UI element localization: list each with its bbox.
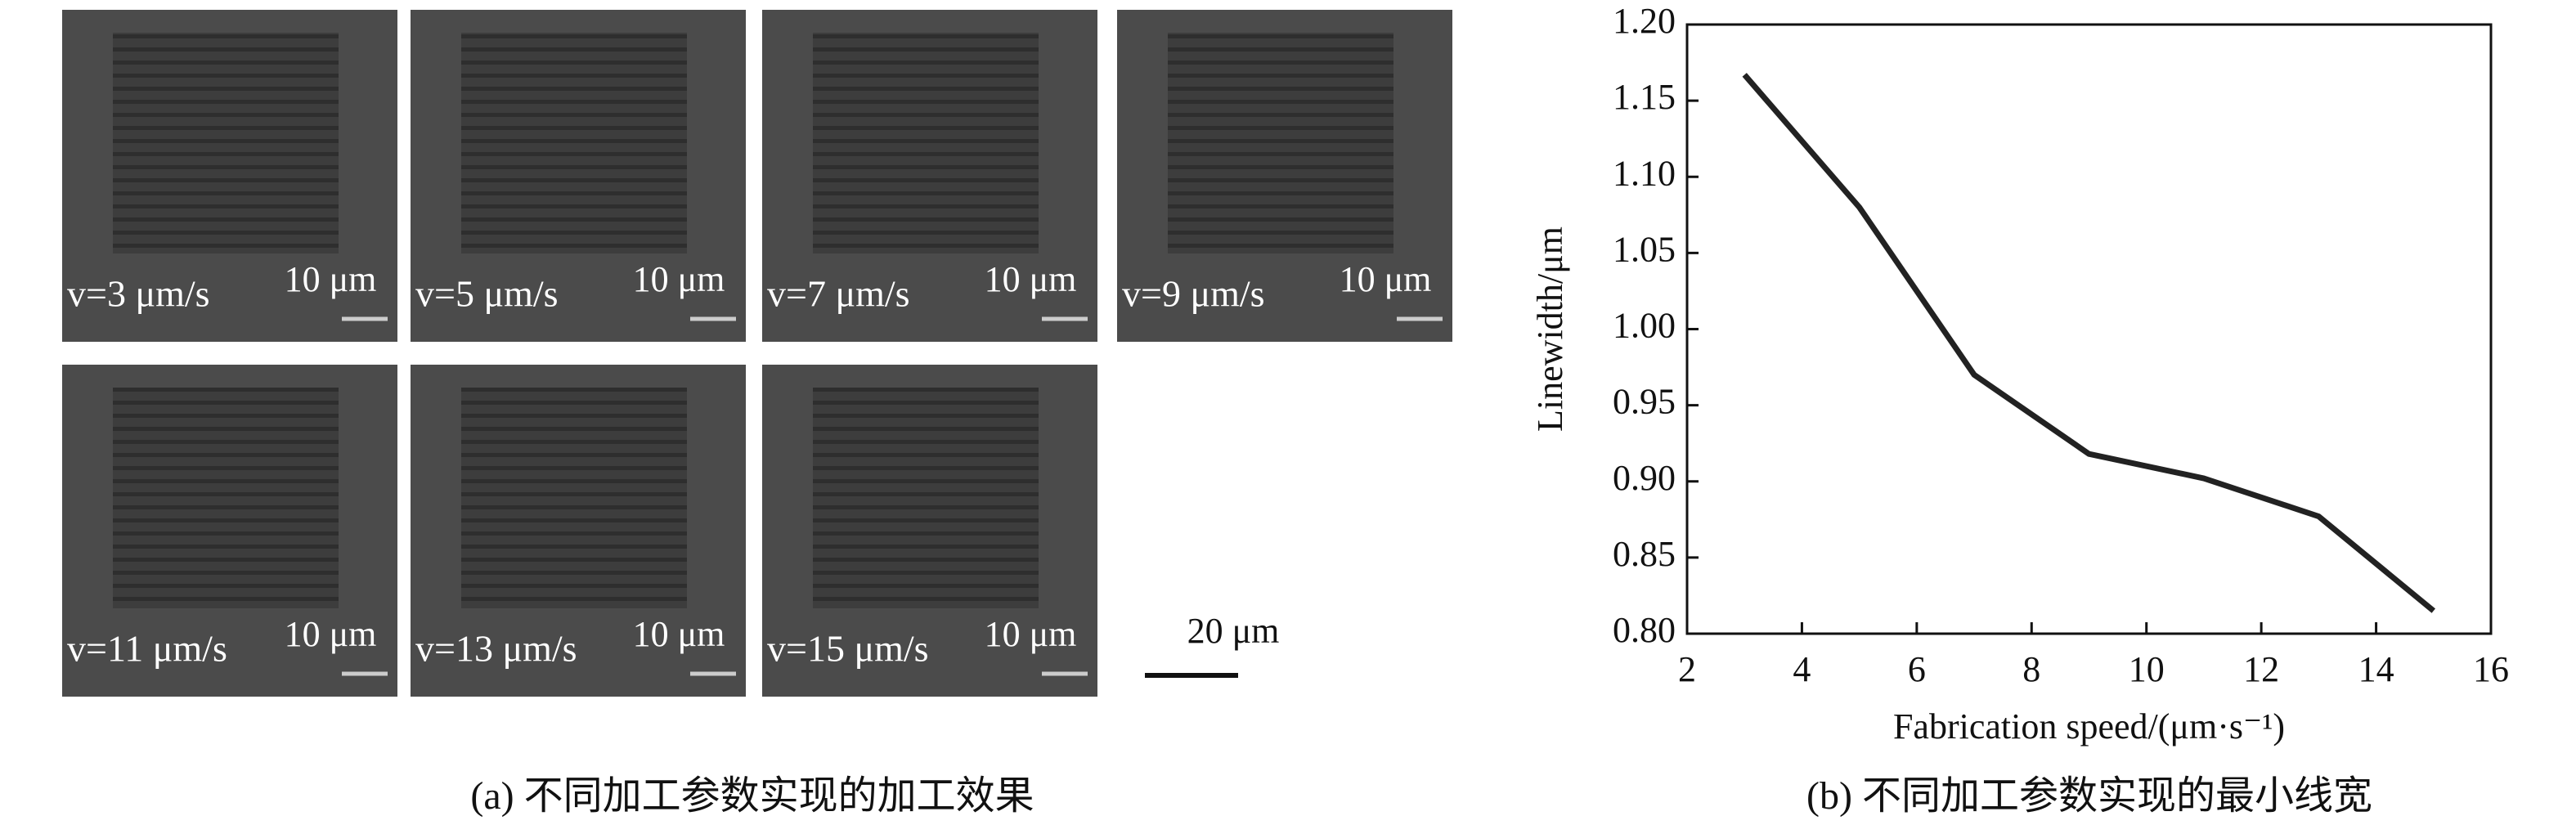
fabricated-grating <box>461 388 687 608</box>
speed-label: v=7 μm/s <box>767 273 910 315</box>
x-tick-label: 8 <box>2022 649 2040 689</box>
x-tick-label: 10 <box>2129 649 2165 689</box>
fabricated-grating <box>113 33 339 253</box>
plot-frame <box>1685 23 2493 635</box>
y-tick-label: 1.15 <box>1613 77 1676 117</box>
fabricated-grating <box>1168 33 1393 253</box>
x-tick-label: 6 <box>1908 649 1926 689</box>
speed-label: v=11 μm/s <box>67 628 227 670</box>
y-tick-label: 1.10 <box>1613 153 1676 193</box>
speed-label: v=9 μm/s <box>1122 273 1265 315</box>
scale-label: 10 μm <box>633 259 725 299</box>
x-tick-label: 12 <box>2243 649 2279 689</box>
overall-scale-label: 20 μm <box>1187 611 1280 651</box>
fabricated-grating <box>813 388 1039 608</box>
data-line <box>1742 73 2436 613</box>
y-tick-label: 1.00 <box>1613 306 1676 346</box>
x-tick-label: 14 <box>2358 649 2394 689</box>
speed-label: v=15 μm/s <box>767 628 929 670</box>
scale-label: 10 μm <box>1340 259 1432 299</box>
y-tick-label: 0.90 <box>1613 458 1676 498</box>
x-tick-label: 2 <box>1678 649 1696 689</box>
caption-a: (a) 不同加工参数实现的加工效果 <box>470 774 1034 818</box>
speed-label: v=3 μm/s <box>67 273 210 315</box>
y-tick-label: 0.80 <box>1613 610 1676 650</box>
scale-label: 10 μm <box>285 614 377 654</box>
fabricated-grating <box>113 388 339 608</box>
fabricated-grating <box>813 33 1039 253</box>
y-axis-label: Linewidth/μm <box>1530 226 1570 432</box>
x-axis-label: Fabrication speed/(μm·s⁻¹) <box>1893 706 2285 747</box>
x-tick-label: 16 <box>2473 649 2509 689</box>
caption-b: (b) 不同加工参数实现的最小线宽 <box>1806 774 2372 818</box>
y-tick-label: 0.85 <box>1613 534 1676 574</box>
scale-label: 10 μm <box>985 259 1077 299</box>
y-tick-label: 1.05 <box>1613 229 1676 269</box>
scale-label: 10 μm <box>985 614 1077 654</box>
x-tick-label: 4 <box>1793 649 1811 689</box>
speed-label: v=5 μm/s <box>415 273 559 315</box>
y-tick-label: 0.95 <box>1613 382 1676 422</box>
y-tick-label: 1.20 <box>1613 1 1676 41</box>
fabricated-grating <box>461 33 687 253</box>
scale-label: 10 μm <box>633 614 725 654</box>
speed-label: v=13 μm/s <box>415 628 577 670</box>
scale-label: 10 μm <box>285 259 377 299</box>
